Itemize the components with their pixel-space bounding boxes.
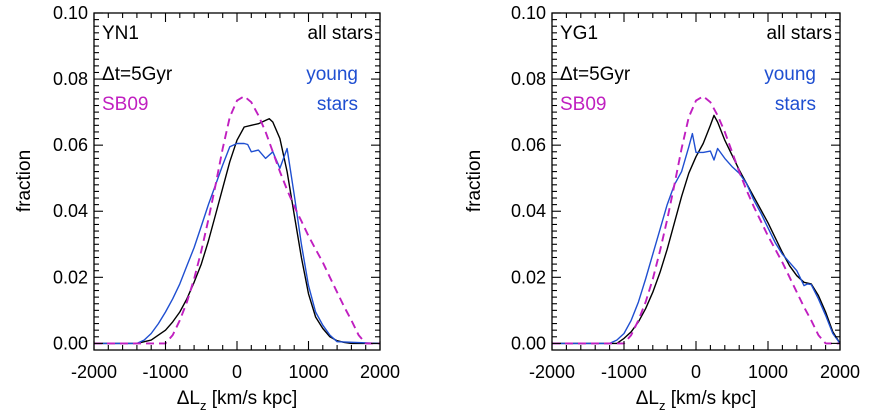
series-line-young-stars-left bbox=[94, 142, 381, 345]
plot-frame-right bbox=[551, 12, 841, 351]
series-line-sb09-left bbox=[94, 95, 380, 345]
series-layer-right bbox=[552, 95, 841, 345]
x-tick-label: -1000 bbox=[142, 362, 188, 382]
y-tick-label: 0.10 bbox=[511, 3, 546, 23]
x-tick-label: -2000 bbox=[529, 362, 575, 382]
x-tick-label: 0 bbox=[232, 362, 242, 382]
y-tick-label: 0.10 bbox=[53, 3, 88, 23]
y-tick-label: 0.00 bbox=[511, 333, 546, 353]
legend-young-right: young bbox=[764, 64, 816, 85]
series-layer-left bbox=[94, 95, 381, 345]
y-tick-label: 0.00 bbox=[53, 333, 88, 353]
y-tick-label: 0.02 bbox=[511, 267, 546, 287]
x-axis-label-sub-left: z bbox=[200, 398, 207, 413]
y-axis-label-right: fraction bbox=[464, 150, 485, 212]
legend-stars-left: stars bbox=[317, 94, 358, 115]
panel-label-left: YN1 bbox=[102, 23, 139, 44]
delta-t-label-left: Δt=5Gyr bbox=[102, 64, 173, 85]
x-axis-label-units-right: [km/s kpc] bbox=[665, 388, 756, 409]
legend-all-stars-left: all stars bbox=[308, 23, 373, 44]
sb09-label-right: SB09 bbox=[560, 94, 606, 115]
y-tick-label: 0.08 bbox=[511, 69, 546, 89]
sb09-label-left: SB09 bbox=[102, 94, 148, 115]
y-tick-label: 0.06 bbox=[53, 135, 88, 155]
legend-stars-right: stars bbox=[775, 94, 816, 115]
ticks-layer-left bbox=[93, 12, 381, 350]
series-line-sb09-right bbox=[552, 95, 840, 345]
x-tick-label: 1000 bbox=[288, 362, 328, 382]
x-tick-label: -1000 bbox=[601, 362, 647, 382]
panel-label-right: YG1 bbox=[560, 23, 598, 44]
delta-t-label-right: Δt=5Gyr bbox=[560, 64, 631, 85]
x-axis-label-right: ΔLz [km/s kpc] bbox=[636, 388, 757, 413]
y-tick-label: 0.06 bbox=[511, 135, 546, 155]
series-line-all-stars-left bbox=[94, 117, 380, 345]
ticklabels-layer-left: -2000 -1000 0 1000 2000 0.00 0.02 0.04 0.06 0.08 0… bbox=[53, 3, 400, 382]
y-tick-label: 0.08 bbox=[53, 69, 88, 89]
x-axis-label-main-right: ΔL bbox=[636, 388, 659, 409]
panel-right: -2000 -1000 0 1000 2000 0.00 0.02 0.04 0.06 0.08 0… bbox=[464, 3, 860, 413]
y-tick-label: 0.04 bbox=[511, 201, 546, 221]
x-axis-label-left: ΔLz [km/s kpc] bbox=[177, 388, 298, 413]
x-tick-label: 2000 bbox=[360, 362, 400, 382]
x-axis-label-units-left: [km/s kpc] bbox=[206, 388, 297, 409]
plot-frame-left bbox=[93, 12, 381, 351]
series-line-young-stars-right bbox=[552, 132, 841, 345]
legend-all-stars-right: all stars bbox=[767, 23, 832, 44]
x-axis-label-main-left: ΔL bbox=[177, 388, 200, 409]
y-tick-label: 0.04 bbox=[53, 201, 88, 221]
x-axis-label-sub-right: z bbox=[659, 398, 666, 413]
ticklabels-layer-right: -2000 -1000 0 1000 2000 0.00 0.02 0.04 0.06 0.08 0… bbox=[511, 3, 860, 382]
y-tick-label: 0.02 bbox=[53, 267, 88, 287]
y-axis-label-left: fraction bbox=[14, 150, 35, 212]
x-tick-label: -2000 bbox=[71, 362, 117, 382]
x-tick-label: 1000 bbox=[748, 362, 788, 382]
panel-left: -2000 -1000 0 1000 2000 0.00 0.02 0.04 0.06 0.08 0… bbox=[14, 3, 400, 413]
legend-young-left: young bbox=[306, 64, 358, 85]
x-tick-label: 0 bbox=[691, 362, 701, 382]
x-tick-label: 2000 bbox=[820, 362, 860, 382]
